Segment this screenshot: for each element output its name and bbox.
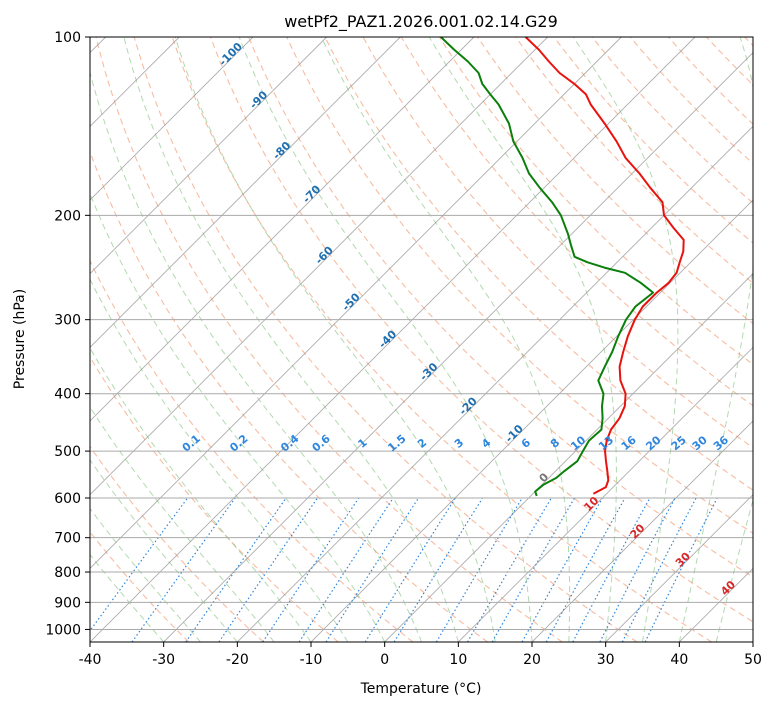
isotherm-line <box>90 37 475 422</box>
mixing-ratio-line <box>131 497 236 642</box>
y-tick-label: 700 <box>54 531 81 547</box>
dry-adiabat <box>90 445 264 642</box>
dry-adiabat <box>286 37 753 534</box>
dry-adiabat <box>209 37 753 623</box>
y-tick-label: 800 <box>54 565 81 581</box>
moist-adiabat <box>715 497 753 642</box>
moist-adiabat <box>572 37 679 642</box>
isotherm-line <box>90 37 622 569</box>
x-axis-title: Temperature (°C) <box>360 681 482 697</box>
sounding-profiles <box>440 37 685 497</box>
moist-adiabat <box>90 553 165 642</box>
isotherm-line <box>237 125 753 642</box>
moist-adiabat <box>90 406 275 642</box>
x-tick-label: -30 <box>152 652 175 668</box>
y-tick-label: 900 <box>54 595 81 611</box>
y-tick-label: 200 <box>54 208 81 224</box>
dry-adiabat <box>248 37 753 578</box>
moist-adiabat <box>174 37 496 642</box>
isotherm-line <box>90 37 327 275</box>
chart-title: wetPf2_PAZ1.2026.001.02.14.G29 <box>284 12 558 32</box>
dry-adiabat <box>90 259 414 642</box>
moist-adiabat <box>320 37 571 642</box>
mixing-ratio-line <box>435 497 523 642</box>
mixing-ratio-line <box>545 497 626 642</box>
isotherm-line <box>310 199 753 642</box>
mixing-ratio-line <box>364 497 456 642</box>
mixing-ratio-line <box>599 497 676 642</box>
dry-adiabat <box>90 356 339 642</box>
mixing-ratio-line <box>90 497 189 632</box>
moist-adiabat <box>238 37 533 642</box>
x-tick-label: -10 <box>300 652 323 668</box>
isotherm-line <box>605 494 753 642</box>
moist-adiabat <box>90 278 349 642</box>
x-tick-label: 50 <box>744 652 762 668</box>
x-tick-label: 20 <box>523 652 541 668</box>
moist-adiabat <box>123 37 459 642</box>
isotherm-line <box>458 346 753 642</box>
temperature-profile <box>524 37 685 495</box>
moist-adiabat <box>90 192 386 642</box>
isotherm-line <box>531 420 753 642</box>
dry-adiabat <box>324 37 753 491</box>
dry-adiabat <box>95 37 563 642</box>
mixing-ratio-line <box>621 497 697 642</box>
x-tick-label: 0 <box>380 652 389 668</box>
isotherm-line <box>384 273 753 642</box>
isotherm-line <box>163 52 753 642</box>
x-tick-label: 40 <box>670 652 688 668</box>
x-tick-label: 10 <box>449 652 467 668</box>
dry-adiabat <box>133 37 638 642</box>
isotherm-line <box>90 37 401 348</box>
mixing-ratio-line <box>262 497 360 642</box>
plot-frame <box>89 36 754 643</box>
y-tick-label: 500 <box>54 444 81 460</box>
mixing-ratio-line <box>572 497 651 642</box>
moist-adiabat <box>90 70 422 642</box>
x-tick-label: -20 <box>226 652 249 668</box>
mixing-ratio-line <box>644 497 718 642</box>
isotherm-line <box>90 37 548 496</box>
moist-adiabat <box>90 507 201 642</box>
y-tick-label: 400 <box>54 387 81 403</box>
moist-adiabat <box>90 459 238 642</box>
dewpoint-profile <box>440 37 655 497</box>
y-tick-label: 300 <box>54 313 81 329</box>
mixing-ratio-line <box>393 497 484 642</box>
axes: -40 -30 -20 -10 0 10 20 30 40 50 1000 900 800 700 600 5… <box>45 30 762 668</box>
y-tick-label: 600 <box>54 491 81 507</box>
y-tick-label: 1000 <box>45 622 81 638</box>
dry-adiabat <box>171 37 712 642</box>
y-axis-title: Pressure (hPa) <box>12 289 28 389</box>
moist-adiabat <box>428 37 617 642</box>
x-tick-label: 30 <box>597 652 615 668</box>
isotherm-line <box>90 37 696 642</box>
moist-adiabat <box>678 37 753 642</box>
dry-adiabat <box>515 37 753 284</box>
isotherm-line <box>90 37 254 201</box>
background-lines <box>90 37 753 642</box>
x-tick-label: -40 <box>79 652 102 668</box>
y-tick-label: 100 <box>54 30 81 46</box>
